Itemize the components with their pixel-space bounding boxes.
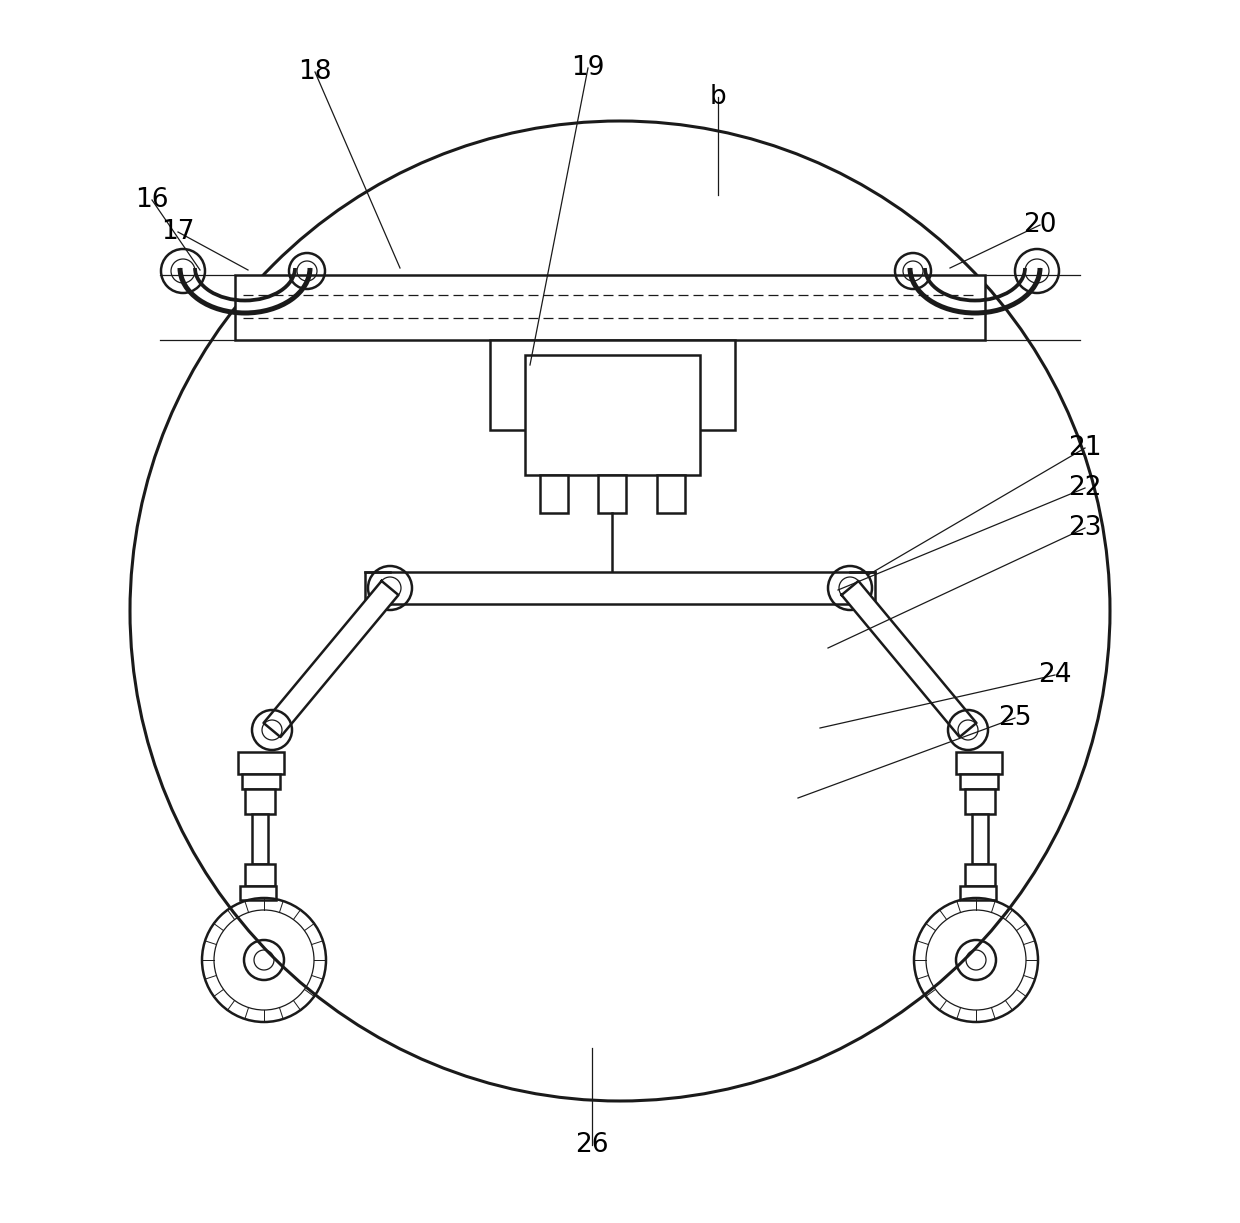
Bar — [242, 774, 280, 789]
Bar — [246, 863, 275, 885]
Bar — [490, 340, 735, 430]
Text: 26: 26 — [575, 1132, 609, 1158]
Bar — [972, 815, 988, 863]
Polygon shape — [264, 581, 398, 737]
Bar — [246, 789, 275, 815]
Text: 25: 25 — [998, 704, 1032, 731]
Bar — [657, 475, 684, 512]
Text: 23: 23 — [1068, 515, 1102, 541]
Text: 20: 20 — [1023, 212, 1056, 238]
Bar — [960, 885, 996, 900]
Bar — [960, 774, 998, 789]
Text: 22: 22 — [1068, 475, 1102, 501]
Bar — [598, 475, 626, 512]
Text: b: b — [709, 84, 727, 110]
Text: 18: 18 — [299, 59, 332, 86]
Bar — [241, 885, 277, 900]
Text: 19: 19 — [572, 55, 605, 81]
Bar — [539, 475, 568, 512]
Bar — [956, 752, 1002, 774]
Bar — [525, 355, 701, 475]
Text: 24: 24 — [1038, 662, 1071, 689]
Bar — [236, 275, 985, 340]
Bar — [238, 752, 284, 774]
Bar — [965, 863, 994, 885]
Text: 21: 21 — [1068, 435, 1102, 461]
Text: 17: 17 — [161, 219, 195, 245]
Bar — [965, 789, 994, 815]
Text: 16: 16 — [135, 187, 169, 213]
Bar — [365, 572, 875, 604]
Polygon shape — [842, 581, 976, 737]
Bar — [252, 815, 268, 863]
